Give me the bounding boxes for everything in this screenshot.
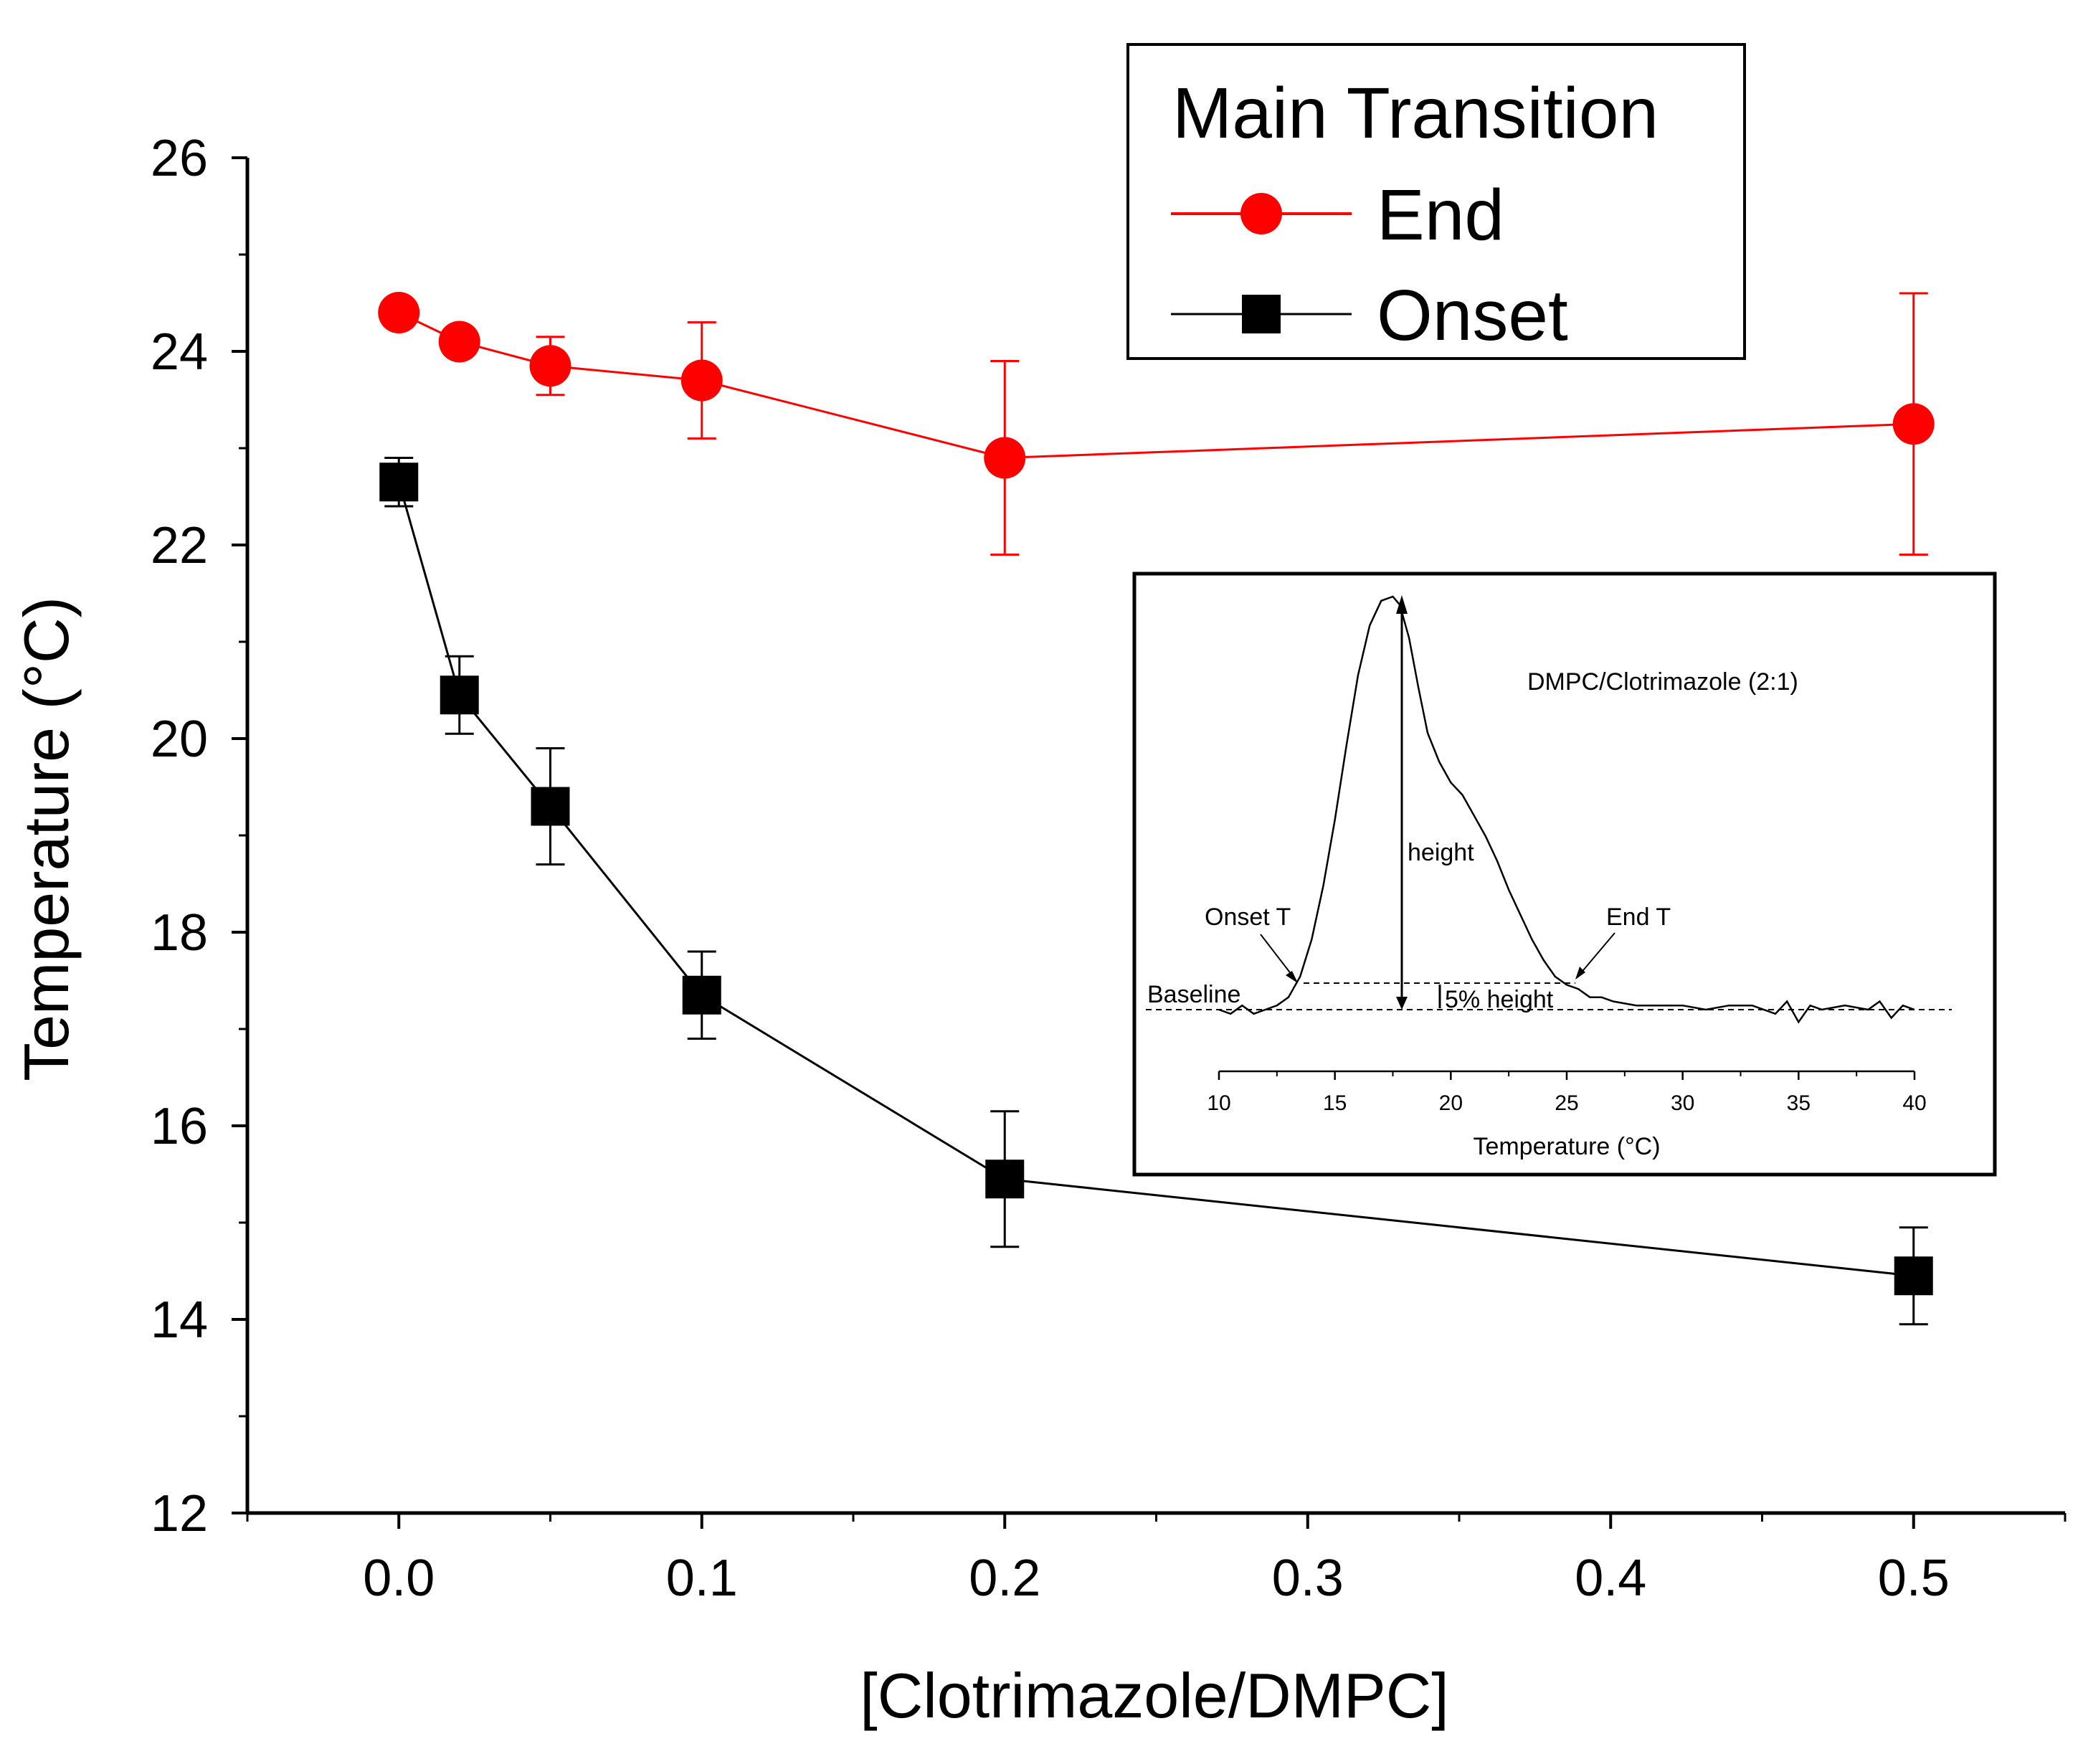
legend-title: Main Transition bbox=[1172, 73, 1659, 153]
legend-end-marker bbox=[1240, 193, 1282, 234]
inset-onset-arrow bbox=[1260, 934, 1295, 979]
data-point bbox=[379, 463, 419, 502]
data-point bbox=[985, 1160, 1025, 1199]
inset-baseline-label: Baseline bbox=[1147, 981, 1240, 1008]
inset-end-arrow-head bbox=[1575, 967, 1585, 980]
inset-x-tick-label: 15 bbox=[1323, 1091, 1347, 1115]
inset-x-axis-title: Temperature (°C) bbox=[1473, 1133, 1660, 1160]
inset-onset-arrow-head bbox=[1286, 971, 1298, 983]
inset-thermogram-curve bbox=[1218, 595, 1915, 1024]
data-point bbox=[682, 975, 721, 1015]
x-tick-label: 0.4 bbox=[1575, 1550, 1646, 1607]
series-end bbox=[378, 292, 1935, 556]
inset-x-tick-label: 40 bbox=[1902, 1091, 1926, 1115]
legend-end-label: End bbox=[1377, 175, 1504, 255]
data-point bbox=[680, 359, 723, 402]
y-tick-label: 26 bbox=[151, 130, 208, 187]
inset-x-tick-label: 10 bbox=[1207, 1091, 1230, 1115]
y-ticks: 12 14 16 18 20 22 24 26 bbox=[151, 130, 247, 1542]
data-point bbox=[1892, 403, 1935, 445]
legend-onset-label: Onset bbox=[1377, 275, 1568, 356]
y-tick-label: 18 bbox=[151, 904, 208, 962]
x-tick-label: 0.2 bbox=[969, 1550, 1040, 1607]
inset-five-percent-label: 5% height bbox=[1445, 986, 1554, 1013]
data-point bbox=[984, 437, 1026, 479]
x-tick-label: 0.5 bbox=[1878, 1550, 1950, 1607]
data-point bbox=[529, 345, 571, 387]
main-axes: 0.0 0.1 0.2 0.3 0.4 0.5 12 14 16 18 20 22 24 26 [Clo… bbox=[11, 130, 2067, 1731]
inset-x-tick-label: 20 bbox=[1439, 1091, 1463, 1115]
y-tick-label: 22 bbox=[151, 517, 208, 574]
inset-height-arrow-head-bottom bbox=[1396, 997, 1408, 1010]
inset-height-arrow-head-top bbox=[1396, 595, 1408, 614]
inset-height-label: height bbox=[1408, 839, 1474, 866]
y-tick-label: 16 bbox=[151, 1098, 208, 1155]
legend-box bbox=[1126, 43, 1746, 360]
y-tick-label: 20 bbox=[151, 711, 208, 768]
series-line-onset bbox=[397, 481, 1914, 1277]
x-ticks: 0.0 0.1 0.2 0.3 0.4 0.5 bbox=[246, 1513, 2067, 1607]
inset-title: DMPC/Clotrimazole (2:1) bbox=[1527, 668, 1798, 696]
x-tick-label: 0.3 bbox=[1272, 1550, 1344, 1607]
inset-x-tick-label: 35 bbox=[1787, 1091, 1811, 1115]
data-point bbox=[531, 787, 570, 826]
inset-x-tick-label: 25 bbox=[1555, 1091, 1578, 1115]
inset-onset-label: Onset T bbox=[1205, 904, 1291, 931]
data-point bbox=[1894, 1256, 1933, 1296]
data-point bbox=[440, 675, 479, 715]
series-onset bbox=[379, 457, 1933, 1326]
inset-x-ticks: 10 15 20 25 30 35 40 bbox=[1207, 1071, 1927, 1115]
x-axis-title: [Clotrimazole/DMPC] bbox=[860, 1660, 1448, 1731]
legend-onset-marker bbox=[1242, 295, 1281, 333]
inset-chart: DMPC/Clotrimazole (2:1) height Onset T E… bbox=[1132, 572, 1997, 1177]
data-point bbox=[438, 321, 480, 363]
y-axis-title: Temperature (°C) bbox=[11, 597, 82, 1081]
inset-x-tick-label: 30 bbox=[1671, 1091, 1694, 1115]
inset-end-arrow bbox=[1579, 932, 1615, 975]
data-point bbox=[378, 292, 420, 333]
y-tick-label: 14 bbox=[151, 1291, 208, 1349]
inset-frame bbox=[1132, 572, 1997, 1177]
legend: Main Transition End Onset bbox=[1126, 43, 1746, 360]
x-tick-label: 0.1 bbox=[666, 1550, 738, 1607]
y-tick-label: 24 bbox=[151, 323, 208, 381]
inset-end-label: End T bbox=[1606, 904, 1671, 931]
x-tick-label: 0.0 bbox=[363, 1550, 435, 1607]
y-tick-label: 12 bbox=[151, 1485, 208, 1542]
